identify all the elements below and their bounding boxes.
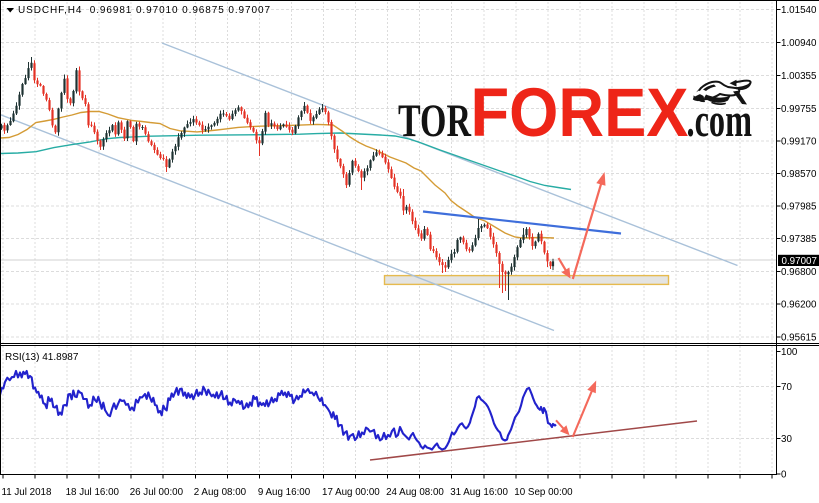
svg-text:0.95615: 0.95615 — [781, 332, 817, 343]
svg-text:0: 0 — [781, 469, 787, 480]
svg-text:0.96800: 0.96800 — [781, 267, 817, 278]
svg-text:1.00940: 1.00940 — [781, 38, 817, 49]
svg-text:RSI(13) 41.8987: RSI(13) 41.8987 — [5, 352, 79, 363]
svg-text:30: 30 — [781, 434, 792, 445]
svg-text:0.99755: 0.99755 — [781, 104, 817, 115]
svg-text:0.97007: 0.97007 — [782, 256, 817, 267]
svg-text:0.99170: 0.99170 — [781, 136, 817, 147]
svg-text:.com: .com — [687, 94, 753, 147]
svg-text:2 Aug 08:00: 2 Aug 08:00 — [194, 487, 247, 498]
svg-text:17 Aug 00:00: 17 Aug 00:00 — [322, 487, 380, 498]
svg-text:0.98570: 0.98570 — [781, 169, 817, 180]
svg-text:9 Aug 16:00: 9 Aug 16:00 — [258, 487, 311, 498]
svg-text:1.01540: 1.01540 — [781, 5, 817, 16]
svg-text:FOREX: FOREX — [471, 74, 689, 151]
svg-text:70: 70 — [781, 382, 792, 393]
svg-text:26 Jul 00:00: 26 Jul 00:00 — [130, 487, 184, 498]
svg-text:0.97385: 0.97385 — [781, 234, 817, 245]
svg-text:31 Aug 16:00: 31 Aug 16:00 — [450, 487, 508, 498]
svg-text:TOR: TOR — [398, 95, 472, 147]
svg-text:24 Aug 08:00: 24 Aug 08:00 — [386, 487, 444, 498]
svg-text:11 Jul 2018: 11 Jul 2018 — [2, 487, 52, 498]
svg-text:USDCHF,H4 0.96981 0.97010 0.9: USDCHF,H4 0.96981 0.97010 0.96875 0.9700… — [18, 5, 270, 16]
svg-text:0.96200: 0.96200 — [781, 299, 817, 310]
svg-text:0.97985: 0.97985 — [781, 201, 817, 212]
svg-text:10 Sep 00:00: 10 Sep 00:00 — [514, 487, 573, 498]
svg-text:100: 100 — [781, 347, 798, 358]
svg-text:1.00355: 1.00355 — [781, 71, 817, 82]
svg-text:18 Jul 16:00: 18 Jul 16:00 — [66, 487, 120, 498]
